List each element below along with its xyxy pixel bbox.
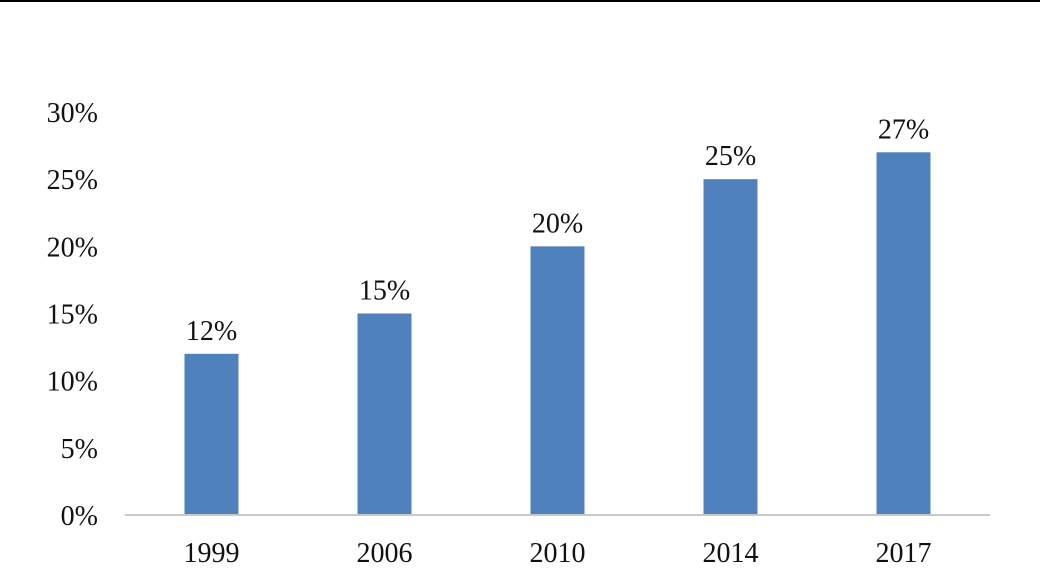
y-tick-label: 20% (47, 232, 98, 263)
y-tick-label: 10% (47, 367, 98, 398)
bar-2017 (876, 152, 931, 516)
y-tick-label: 0% (61, 501, 98, 532)
data-label-1999: 12% (186, 316, 237, 347)
x-category-label: 2006 (357, 538, 413, 569)
data-label-group: 12% 15% 20% 25% 27% (186, 114, 929, 346)
x-category-label: 2017 (876, 538, 932, 569)
bar-2010 (530, 246, 585, 516)
x-category-label: 1999 (184, 538, 240, 569)
data-label-2010: 20% (532, 208, 583, 239)
data-label-2017: 27% (878, 114, 929, 145)
y-axis-tick-labels: 0% 5% 10% 15% 20% 25% 30% (47, 98, 98, 532)
x-category-label: 2010 (530, 538, 586, 569)
bar-2014 (703, 179, 758, 515)
y-tick-label: 30% (47, 98, 98, 129)
y-tick-label: 5% (61, 434, 98, 465)
bar-1999 (184, 353, 239, 515)
y-tick-label: 15% (47, 300, 98, 331)
x-axis-category-labels: 1999 2006 2010 2014 2017 (184, 538, 932, 569)
data-label-2006: 15% (359, 276, 410, 307)
y-tick-label: 25% (47, 165, 98, 196)
bar-2006 (357, 313, 412, 515)
data-label-2014: 25% (705, 141, 756, 172)
bar-group (184, 152, 931, 516)
x-category-label: 2014 (703, 538, 759, 569)
